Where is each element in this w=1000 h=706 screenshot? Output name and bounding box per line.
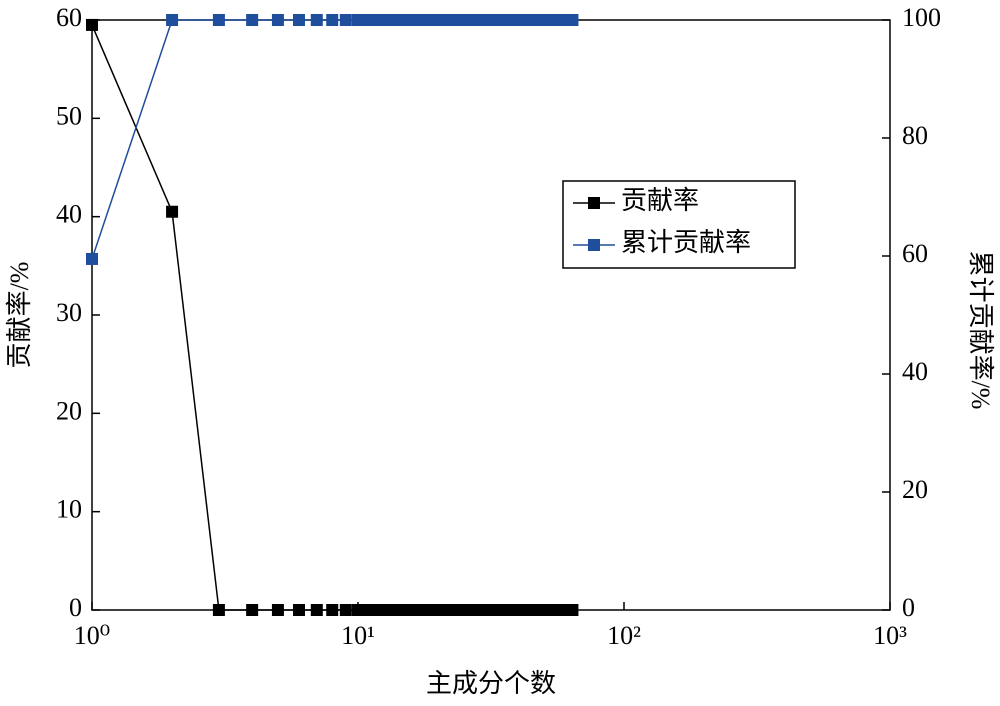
marker — [212, 604, 225, 616]
marker — [566, 14, 579, 26]
y2-tick-label: 40 — [902, 357, 928, 386]
y-axis-label: 贡献率/% — [5, 262, 34, 369]
marker — [373, 604, 386, 616]
x-axis-label: 主成分个数 — [426, 669, 556, 698]
series-line — [91, 24, 573, 611]
marker — [292, 14, 305, 26]
y2-tick-label: 60 — [902, 239, 928, 268]
legend-box — [562, 180, 796, 269]
x-tick-label: 10³ — [873, 621, 907, 650]
y2-tick-label: 20 — [902, 475, 928, 504]
marker — [212, 14, 225, 26]
legend-marker — [588, 197, 600, 209]
marker — [326, 604, 339, 616]
marker — [363, 14, 376, 26]
y-tick-label: 40 — [56, 200, 82, 229]
x-tick-label: 10⁰ — [74, 621, 110, 650]
legend-label: 累计贡献率 — [621, 228, 751, 257]
marker — [352, 14, 364, 26]
marker — [363, 604, 376, 616]
marker — [86, 18, 98, 31]
marker — [166, 205, 179, 218]
plot-frame — [91, 19, 891, 611]
marker — [86, 252, 98, 265]
series-line — [91, 19, 573, 260]
y-tick-label: 0 — [69, 593, 82, 622]
marker — [292, 604, 305, 616]
y-tick-label: 10 — [56, 495, 82, 524]
legend-label: 贡献率 — [621, 186, 699, 215]
marker — [166, 14, 179, 26]
y2-axis-label: 累计贡献率/% — [966, 251, 995, 410]
y-tick-label: 30 — [56, 298, 82, 327]
marker — [352, 604, 364, 616]
marker — [339, 604, 352, 616]
marker — [246, 604, 259, 616]
marker — [310, 14, 323, 26]
marker — [246, 14, 259, 26]
marker — [339, 14, 352, 26]
marker — [326, 14, 339, 26]
y-tick-label: 50 — [56, 101, 82, 130]
y2-tick-label: 0 — [902, 593, 915, 622]
x-tick-label: 10¹ — [341, 621, 375, 650]
y-tick-label: 20 — [56, 396, 82, 425]
marker — [310, 604, 323, 616]
marker — [271, 604, 284, 616]
x-tick-label: 10² — [607, 621, 641, 650]
y2-tick-label: 80 — [902, 121, 928, 150]
y-tick-label: 60 — [56, 3, 82, 32]
marker — [566, 604, 579, 616]
marker — [271, 14, 284, 26]
legend-marker — [588, 239, 600, 251]
y2-tick-label: 100 — [902, 3, 941, 32]
marker — [373, 14, 386, 26]
